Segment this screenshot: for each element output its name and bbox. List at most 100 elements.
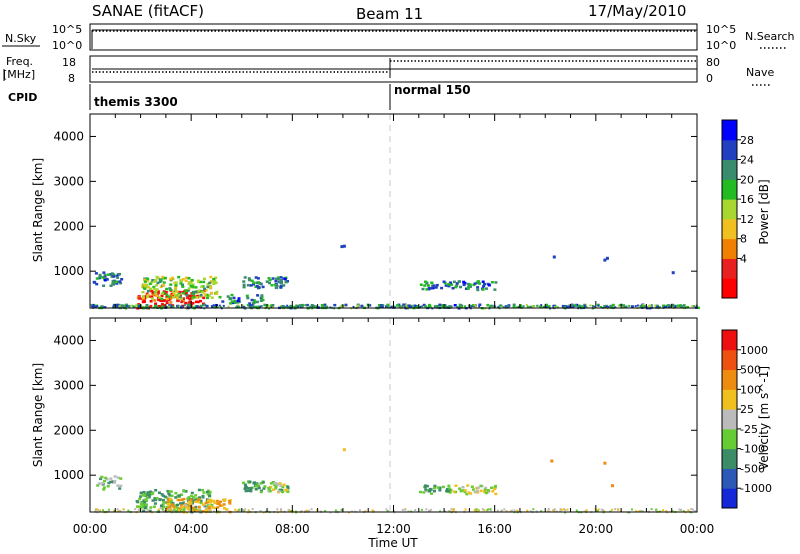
data-cell <box>204 289 208 292</box>
ground-scatter-cell <box>154 304 156 307</box>
data-cell <box>187 281 191 284</box>
data-cell <box>605 305 609 309</box>
data-cell <box>114 280 118 283</box>
data-cell <box>477 280 481 283</box>
power-colorbar-label: Power [dB] <box>757 179 771 244</box>
ground-scatter-cell <box>526 305 529 308</box>
data-cell <box>473 282 477 285</box>
data-cell <box>422 491 426 494</box>
ground-scatter-cell <box>194 305 197 307</box>
data-cell <box>279 276 283 279</box>
data-cell <box>136 500 140 504</box>
data-cell <box>408 306 412 309</box>
data-cell <box>259 482 263 485</box>
data-cell <box>170 292 174 296</box>
data-point <box>603 461 607 465</box>
ground-scatter-cell <box>339 305 342 308</box>
data-cell <box>99 477 103 481</box>
data-cell <box>162 281 166 284</box>
data-cell <box>152 505 156 508</box>
data-cell <box>296 305 300 309</box>
ground-scatter-cell <box>497 306 500 309</box>
ground-scatter-cell <box>118 305 121 308</box>
data-cell <box>320 304 324 307</box>
data-cell <box>195 300 198 304</box>
data-cell <box>148 509 152 513</box>
data-cell <box>150 289 154 293</box>
colorbar-tick-label: 1000 <box>740 344 768 357</box>
data-cell <box>109 273 112 276</box>
data-cell <box>313 305 317 308</box>
ground-scatter-cell <box>453 508 455 511</box>
data-cell <box>95 282 99 286</box>
data-cell <box>102 486 106 489</box>
x-tick-label: 20:00 <box>579 522 614 536</box>
data-cell <box>111 279 115 283</box>
colorbar-tick-label: -25 <box>740 423 758 436</box>
ground-scatter-cell <box>195 306 198 309</box>
ground-scatter-cell <box>216 510 219 513</box>
data-cell <box>214 281 218 284</box>
data-cell <box>201 291 205 294</box>
data-cell <box>96 484 100 487</box>
data-cell <box>279 281 283 285</box>
data-cell <box>215 292 219 296</box>
data-cell <box>189 501 193 504</box>
ground-scatter-cell <box>639 304 642 307</box>
data-cell <box>180 279 183 283</box>
data-cell <box>479 484 483 488</box>
data-cell <box>205 490 209 494</box>
xaxis-label: Time UT <box>367 536 418 550</box>
data-cell <box>484 486 488 490</box>
data-cell <box>164 291 168 294</box>
ground-scatter-cell <box>225 508 227 511</box>
ground-scatter-cell <box>474 306 477 308</box>
ground-scatter-cell <box>585 509 588 512</box>
ground-scatter-cell <box>237 304 240 307</box>
ground-scatter-cell <box>591 304 594 307</box>
data-cell <box>459 489 463 493</box>
data-cell <box>254 305 258 309</box>
ground-scatter-cell <box>430 508 433 511</box>
data-cell <box>169 283 173 286</box>
data-cell <box>196 294 200 298</box>
data-cell <box>140 503 144 506</box>
data-cell <box>141 494 145 497</box>
ground-scatter-cell <box>489 509 492 512</box>
ground-scatter-cell <box>168 306 171 309</box>
data-cell <box>171 502 175 505</box>
data-cell <box>233 301 237 304</box>
data-cell <box>547 305 551 308</box>
data-cell <box>105 478 109 481</box>
ground-scatter-cell <box>623 305 625 308</box>
data-cell <box>279 484 283 488</box>
ground-scatter-cell <box>276 508 279 511</box>
ground-scatter-cell <box>662 509 665 512</box>
data-cell <box>228 502 232 505</box>
data-cell <box>160 504 163 507</box>
data-cell <box>462 283 466 287</box>
x-tick-label: 00:00 <box>680 522 715 536</box>
data-cell <box>253 482 257 485</box>
y-tick-label: 1000 <box>53 468 84 482</box>
ground-scatter-cell <box>190 508 193 511</box>
data-cell <box>208 504 212 508</box>
data-cell <box>425 288 429 291</box>
data-cell <box>221 300 225 303</box>
data-cell <box>407 304 411 307</box>
ground-scatter-cell <box>507 305 510 308</box>
data-cell <box>174 284 178 287</box>
colorbar-segment <box>722 258 737 279</box>
ground-scatter-cell <box>352 305 355 308</box>
ground-scatter-cell <box>542 306 545 309</box>
data-cell <box>189 281 193 284</box>
data-cell <box>155 284 159 287</box>
ground-scatter-cell <box>166 508 169 511</box>
data-cell <box>452 490 456 493</box>
ground-scatter-cell <box>595 510 598 512</box>
data-point <box>550 459 554 463</box>
ground-scatter-cell <box>564 305 567 308</box>
cpid-mode-2: normal 150 <box>394 83 471 97</box>
ground-scatter-cell <box>401 508 404 511</box>
data-cell <box>476 286 480 289</box>
